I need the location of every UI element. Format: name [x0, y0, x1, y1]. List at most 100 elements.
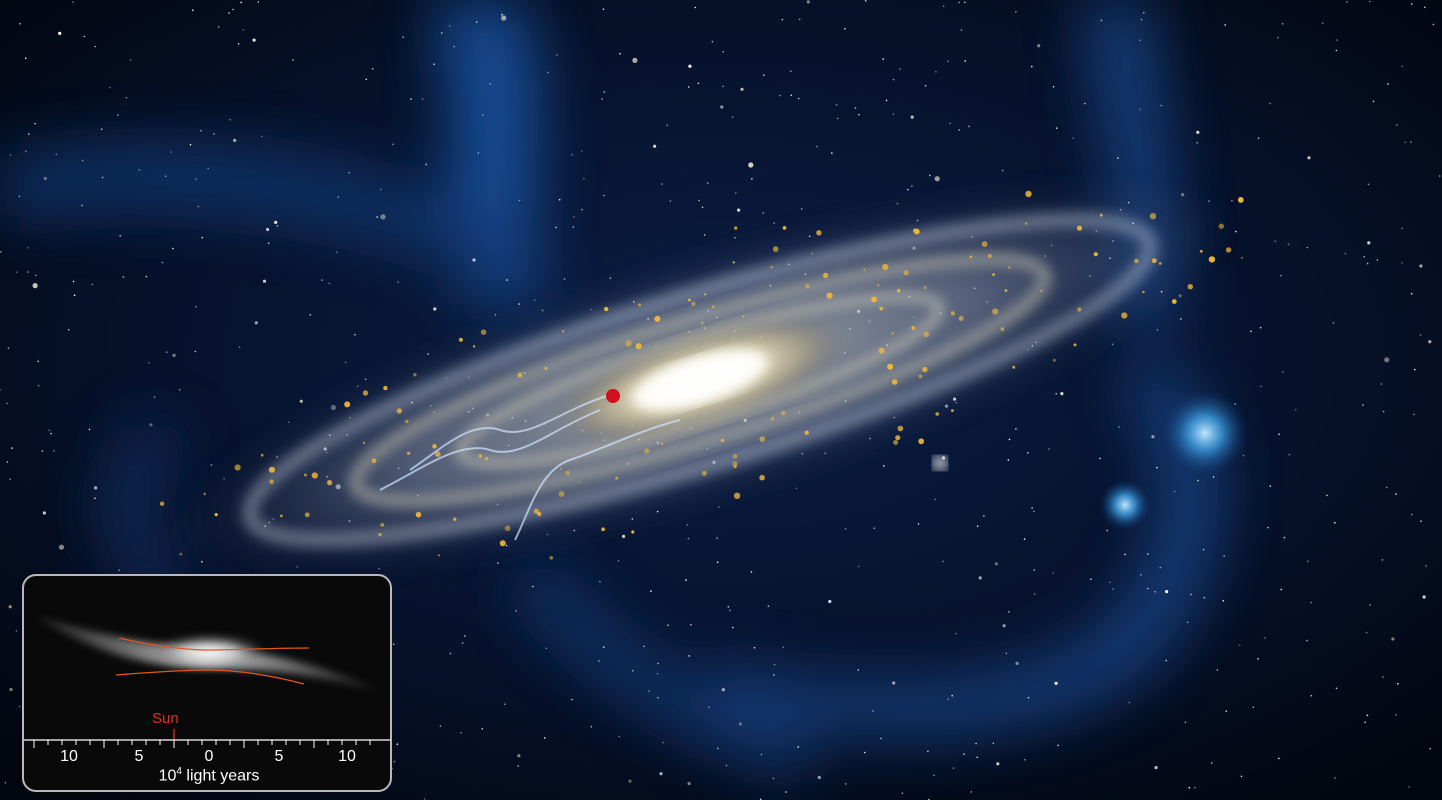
star — [27, 271, 30, 273]
star — [690, 624, 692, 626]
star — [751, 178, 753, 180]
star — [472, 258, 476, 262]
star — [1369, 0, 1371, 3]
gold-star — [406, 451, 411, 455]
star — [489, 83, 492, 85]
gold-star — [484, 456, 489, 461]
star — [667, 624, 669, 626]
gold-star — [1099, 213, 1103, 217]
star — [976, 525, 979, 527]
star — [1159, 566, 1162, 569]
gold-star — [733, 492, 741, 499]
star — [170, 151, 172, 153]
star — [571, 698, 573, 701]
star — [0, 251, 2, 253]
gold-star — [413, 373, 417, 377]
gold-star — [918, 374, 923, 379]
star — [1005, 652, 1008, 655]
galactic-warp-ribbons — [379, 394, 681, 541]
star — [731, 116, 734, 118]
star — [1334, 777, 1336, 779]
star — [497, 562, 499, 564]
gold-star — [878, 347, 885, 354]
star — [1307, 156, 1311, 160]
star — [1106, 529, 1108, 532]
star — [994, 562, 998, 566]
star — [1391, 637, 1395, 641]
star — [653, 144, 657, 148]
star — [1425, 565, 1427, 567]
gold-star — [893, 440, 899, 445]
gold-star — [453, 517, 457, 521]
star — [1139, 39, 1142, 42]
star — [1186, 621, 1189, 623]
star — [1252, 706, 1255, 708]
gold-star — [1025, 190, 1032, 198]
star — [885, 99, 888, 102]
star — [785, 791, 787, 793]
star — [1404, 141, 1407, 143]
star — [1321, 22, 1324, 24]
star — [94, 486, 98, 490]
star — [228, 12, 230, 14]
star — [1295, 409, 1297, 411]
gold-star — [871, 296, 877, 303]
star — [421, 98, 424, 100]
gold-star — [437, 554, 441, 557]
star — [9, 687, 13, 692]
star — [210, 464, 213, 466]
star — [515, 610, 517, 612]
gold-star — [772, 246, 779, 252]
star — [1173, 490, 1176, 493]
gold-star — [923, 286, 927, 289]
star — [1196, 130, 1200, 134]
star — [506, 279, 508, 281]
star — [393, 760, 396, 763]
star — [380, 214, 386, 220]
star — [475, 21, 478, 23]
star — [1410, 293, 1413, 295]
star — [1203, 596, 1206, 599]
star — [659, 772, 663, 776]
star — [1267, 526, 1269, 529]
star — [687, 86, 690, 88]
star — [1369, 604, 1371, 606]
gold-star — [311, 472, 318, 479]
star — [252, 38, 256, 42]
star — [1052, 86, 1055, 88]
star — [933, 774, 935, 777]
star — [790, 70, 792, 72]
star — [1111, 343, 1114, 346]
star — [1385, 486, 1388, 489]
star — [657, 662, 659, 665]
star — [544, 737, 546, 739]
star — [1274, 240, 1277, 242]
gold-star — [644, 448, 650, 454]
star — [494, 313, 497, 316]
star — [716, 561, 719, 563]
gold-star — [415, 511, 422, 518]
star — [720, 105, 724, 109]
star — [662, 741, 664, 744]
star — [738, 722, 743, 726]
star — [1109, 581, 1111, 584]
star — [763, 74, 765, 76]
star — [976, 756, 978, 759]
star — [138, 169, 141, 171]
star — [172, 353, 176, 357]
star — [1002, 624, 1006, 628]
star — [267, 242, 270, 244]
gold-star — [1151, 258, 1157, 264]
star — [503, 703, 506, 705]
satellite-galaxy-large — [1161, 389, 1249, 477]
star — [858, 113, 860, 116]
star — [4, 781, 7, 784]
star — [1397, 682, 1399, 685]
gold-star — [992, 308, 999, 315]
star — [7, 347, 10, 350]
star — [1278, 433, 1280, 436]
gold-star — [631, 530, 635, 534]
star — [1223, 555, 1225, 557]
star — [72, 1, 74, 3]
gold-star — [327, 480, 333, 486]
